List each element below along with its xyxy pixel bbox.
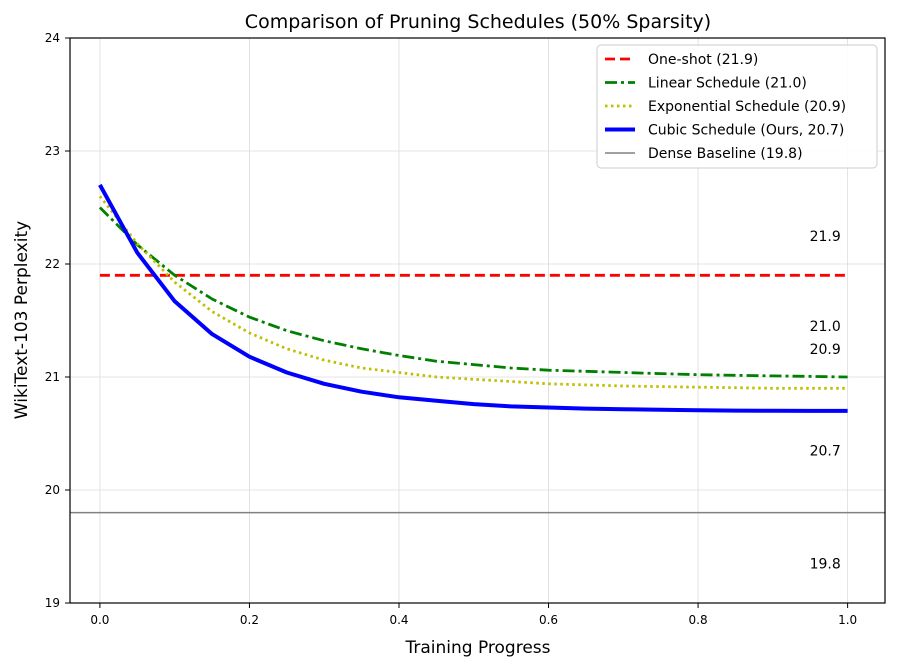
chart-title: Comparison of Pruning Schedules (50% Spa… bbox=[245, 11, 711, 33]
x-tick-label: 0.8 bbox=[689, 613, 708, 627]
value-annotation: 21.9 bbox=[810, 229, 841, 245]
legend: One-shot (21.9) Linear Schedule (21.0) Exp… bbox=[596, 44, 878, 169]
x-axis-label: Training Progress bbox=[404, 638, 550, 658]
x-tick-label: 0.0 bbox=[90, 613, 109, 627]
y-axis-label: WikiText-103 Perplexity bbox=[12, 221, 32, 419]
x-tick-label: 0.4 bbox=[389, 613, 408, 627]
x-tick-label: 1.0 bbox=[838, 613, 857, 627]
x-tick-label: 0.6 bbox=[539, 613, 558, 627]
y-tick-label: 24 bbox=[45, 31, 60, 45]
value-annotation: 21.0 bbox=[810, 319, 841, 335]
y-tick-label: 22 bbox=[45, 257, 60, 271]
series-line-exponential-schedule-20-9 bbox=[98, 195, 848, 390]
value-annotation: 20.7 bbox=[810, 443, 841, 459]
y-tick-label: 20 bbox=[45, 483, 60, 497]
legend-label: Dense Baseline (19.8) bbox=[648, 146, 803, 162]
series-line-linear-schedule-21-0 bbox=[98, 206, 848, 379]
series-line-cubic-schedule-ours-20-7 bbox=[98, 183, 848, 413]
legend-box bbox=[596, 44, 878, 169]
x-axis-ticks: 0.0 0.2 0.4 0.6 0.8 1.0 bbox=[90, 603, 857, 627]
value-annotation: 19.8 bbox=[810, 556, 841, 572]
y-tick-label: 19 bbox=[45, 596, 60, 610]
legend-label: Cubic Schedule (Ours, 20.7) bbox=[648, 123, 844, 139]
value-annotation: 20.9 bbox=[810, 342, 841, 358]
y-tick-label: 23 bbox=[45, 144, 60, 158]
legend-label: Linear Schedule (21.0) bbox=[648, 76, 807, 92]
y-tick-label: 21 bbox=[45, 370, 60, 384]
x-tick-label: 0.2 bbox=[240, 613, 259, 627]
y-axis-ticks: 19 20 21 22 23 24 bbox=[45, 31, 70, 610]
legend-label: One-shot (21.9) bbox=[648, 52, 758, 68]
plot-frame bbox=[69, 37, 886, 604]
legend-label: Exponential Schedule (20.9) bbox=[648, 99, 846, 115]
annotations-group: 21.9 21.0 20.9 20.7 19.8 bbox=[810, 229, 841, 573]
series-group bbox=[70, 183, 885, 514]
